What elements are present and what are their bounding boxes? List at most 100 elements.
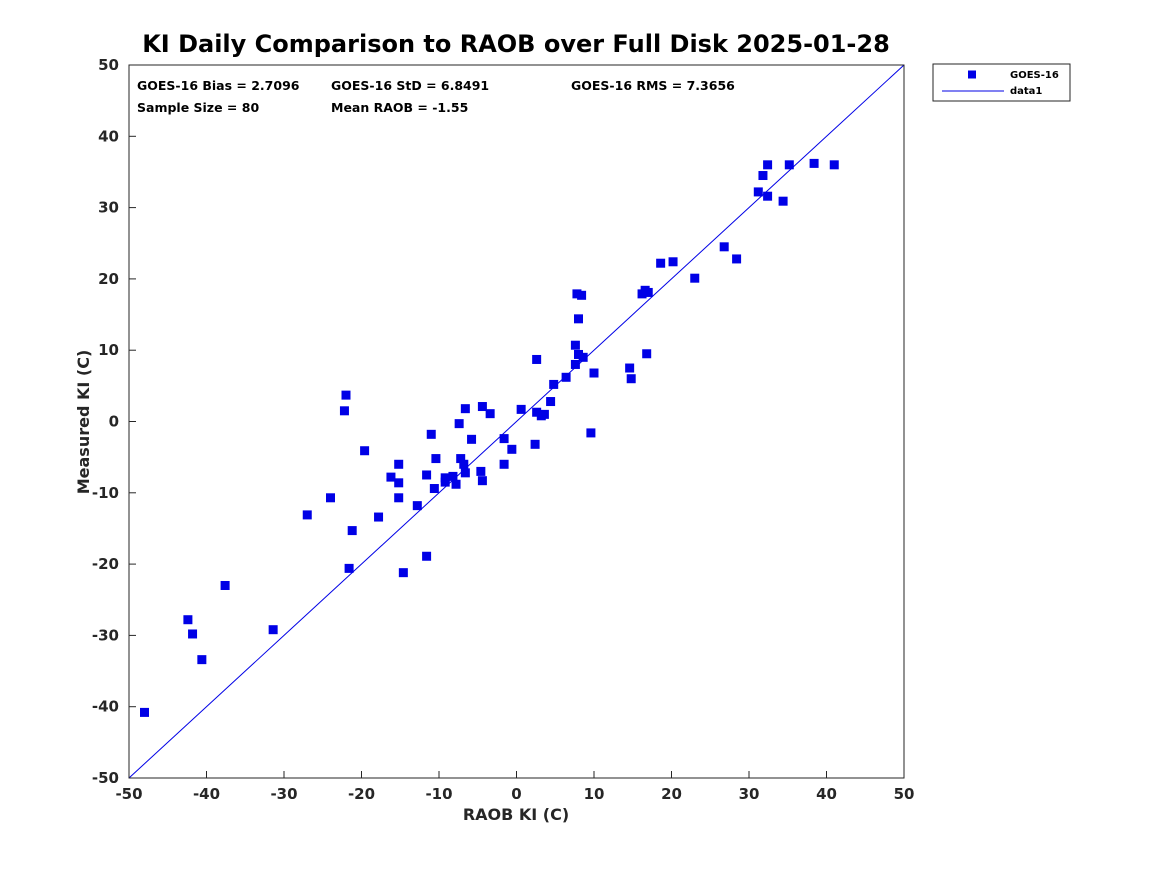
series-line-data1 <box>128 64 905 779</box>
data-point <box>574 314 583 324</box>
legend-label-data1: data1 <box>1010 86 1042 97</box>
data-point <box>326 493 335 503</box>
data-point <box>344 563 354 573</box>
data-point <box>398 568 408 578</box>
data-point <box>422 551 432 561</box>
data-point <box>577 290 587 300</box>
data-point <box>220 580 230 590</box>
x-tick-label: 50 <box>894 785 915 803</box>
data-point <box>374 512 384 522</box>
data-point <box>339 406 349 416</box>
y-tick-label: -10 <box>92 484 119 502</box>
data-point <box>570 359 580 369</box>
y-tick-label: 30 <box>98 199 119 217</box>
data-point <box>763 191 773 201</box>
reference-line-layer <box>128 64 905 779</box>
y-tick-label: -20 <box>92 555 119 573</box>
data-point <box>561 372 571 382</box>
data-point <box>412 501 422 511</box>
data-point <box>386 472 396 482</box>
data-point <box>690 273 700 283</box>
chart-title: KI Daily Comparison to RAOB over Full Di… <box>142 30 890 58</box>
data-point <box>530 439 540 449</box>
data-point <box>477 402 487 412</box>
data-point <box>426 429 436 439</box>
data-point <box>467 434 477 444</box>
axis-ticks: -50 -40 -30 -20 -10 0 10 20 30 40 50 -50 -40 -30 -20 -1… <box>92 56 915 803</box>
data-point <box>347 526 357 536</box>
data-point <box>477 476 487 486</box>
data-point <box>578 352 588 362</box>
data-point <box>758 171 768 181</box>
x-axis-label: RAOB KI (C) <box>463 805 569 824</box>
x-tick-label: -40 <box>193 785 220 803</box>
data-point <box>574 349 583 359</box>
data-point <box>140 707 149 717</box>
stat-mean-raob: Mean RAOB = -1.55 <box>331 100 468 115</box>
data-point <box>460 468 470 478</box>
data-point <box>546 397 556 407</box>
data-point <box>719 242 729 252</box>
y-tick-label: 0 <box>109 413 119 431</box>
data-point <box>507 444 517 454</box>
data-point <box>197 655 207 665</box>
y-tick-label: -50 <box>92 769 119 787</box>
y-axis-label: Measured KI (C) <box>74 350 93 495</box>
data-point <box>829 160 839 170</box>
data-point <box>589 368 599 378</box>
data-point <box>656 258 666 268</box>
data-point <box>440 473 450 483</box>
data-point <box>732 254 742 264</box>
stat-bias: GOES-16 Bias = 2.7096 <box>137 78 300 93</box>
x-tick-label: 0 <box>511 785 521 803</box>
legend-marker-icon <box>968 70 976 79</box>
data-point <box>456 454 466 464</box>
x-tick-label: -20 <box>348 785 375 803</box>
data-point <box>784 160 794 170</box>
data-point <box>763 160 773 170</box>
data-point <box>516 404 526 414</box>
y-tick-label: 50 <box>98 56 119 74</box>
data-point <box>394 493 404 503</box>
data-point <box>183 615 193 625</box>
data-point <box>429 484 439 494</box>
stats-annotations: GOES-16 Bias = 2.7096 GOES-16 StD = 6.84… <box>137 78 735 115</box>
data-point <box>454 419 464 429</box>
stat-std: GOES-16 StD = 6.8491 <box>331 78 489 93</box>
data-point <box>668 257 678 267</box>
data-point <box>476 466 486 476</box>
plot-area-frame <box>128 64 905 779</box>
y-tick-label: -40 <box>92 698 119 716</box>
data-point <box>626 374 636 384</box>
stat-sample-size: Sample Size = 80 <box>137 100 259 115</box>
data-point <box>532 407 542 417</box>
data-point <box>809 158 819 168</box>
data-point <box>549 379 559 389</box>
data-point <box>753 187 763 197</box>
data-point <box>451 479 461 489</box>
legend-label-goes16: GOES-16 <box>1010 70 1059 81</box>
y-tick-label: 10 <box>98 341 119 359</box>
data-point <box>268 625 278 635</box>
x-tick-label: 10 <box>584 785 605 803</box>
x-tick-label: -50 <box>115 785 142 803</box>
data-point <box>459 459 469 469</box>
data-point <box>778 196 788 206</box>
data-point <box>460 404 470 414</box>
data-point <box>394 459 404 469</box>
legend: GOES-16 data1 <box>932 63 1071 102</box>
data-points-layer <box>140 158 839 717</box>
x-tick-label: -30 <box>270 785 297 803</box>
data-point <box>431 454 441 464</box>
x-tick-label: 30 <box>739 785 760 803</box>
y-tick-label: -30 <box>92 626 119 644</box>
data-point <box>532 354 542 364</box>
data-point <box>570 340 580 350</box>
stat-rms: GOES-16 RMS = 7.3656 <box>571 78 735 93</box>
x-tick-label: -10 <box>425 785 452 803</box>
data-point <box>302 510 312 520</box>
data-point <box>394 478 404 488</box>
data-point <box>499 459 509 469</box>
data-point <box>586 428 596 438</box>
